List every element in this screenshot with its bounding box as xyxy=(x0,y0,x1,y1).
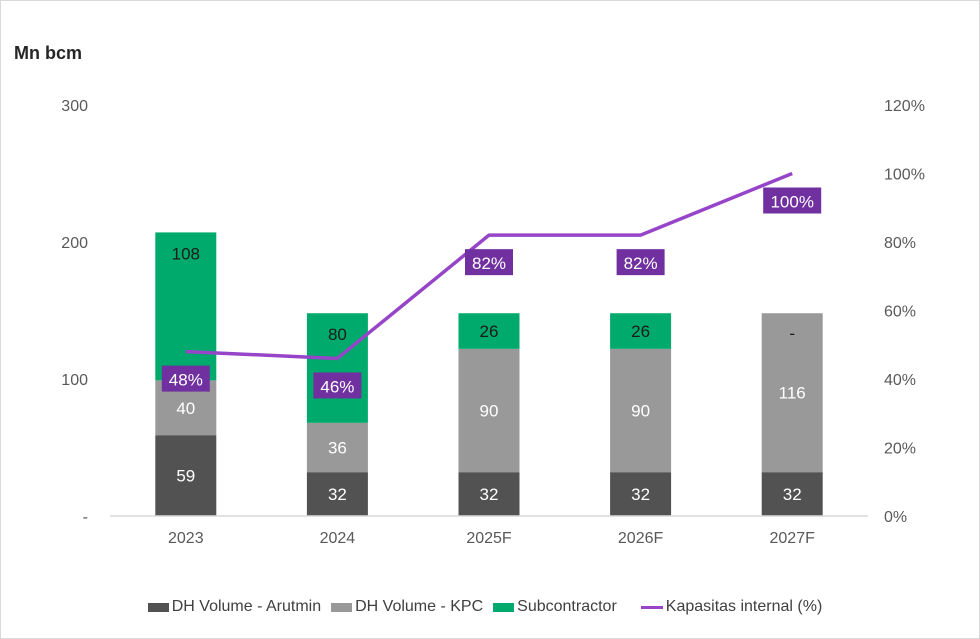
bar-data-label: 40 xyxy=(176,399,195,418)
bar-data-label: 59 xyxy=(176,467,195,486)
bar-data-label: 26 xyxy=(480,322,499,341)
bar-data-label: 116 xyxy=(779,384,806,403)
y-tick-label: 200 xyxy=(61,235,88,252)
line-data-label-box xyxy=(616,249,665,276)
y2-tick-label: 120% xyxy=(884,98,925,115)
bar-data-label: - xyxy=(789,324,795,343)
bar-data-label: 32 xyxy=(480,485,499,504)
legend-swatch-arutmin xyxy=(147,602,169,612)
legend-swatch-kapasitas xyxy=(640,605,663,609)
bar-segment xyxy=(761,472,823,516)
bar-data-label: 26 xyxy=(631,322,650,341)
legend-label-kpc: DH Volume - KPC xyxy=(355,598,484,615)
line-data-label: 100% xyxy=(770,193,813,212)
bar-segment xyxy=(155,435,217,516)
bar-segment xyxy=(306,422,368,473)
bar-segment xyxy=(458,313,520,349)
bar-segment xyxy=(610,348,672,473)
y2-tick-label: 40% xyxy=(884,372,916,389)
bar-segment xyxy=(761,313,823,473)
line-data-label: 82% xyxy=(624,254,658,273)
x-tick-label: 2025F xyxy=(466,530,512,547)
legend-swatch-kpc xyxy=(331,602,353,612)
line-data-label-box xyxy=(763,187,822,214)
line-data-label-box xyxy=(465,249,513,276)
y2-tick-label: 60% xyxy=(884,304,916,321)
legend-swatch-subcontractor xyxy=(493,602,515,612)
legend-label-kapasitas: Kapasitas internal (%) xyxy=(665,598,823,615)
bar-segment xyxy=(610,313,672,349)
y-tick-label: 100 xyxy=(61,372,88,389)
y-tick-label: 300 xyxy=(61,98,88,115)
line-data-label: 46% xyxy=(320,377,354,396)
y2-tick-label: 0% xyxy=(884,509,907,526)
y2-tick-label: 20% xyxy=(884,441,916,458)
bar-data-label: 90 xyxy=(480,402,499,421)
x-tick-label: 2024 xyxy=(320,530,356,547)
bar-segment xyxy=(610,472,672,516)
bar-data-label: 90 xyxy=(631,402,650,421)
legend-item-kapasitas: Kapasitas internal (%) xyxy=(627,598,823,616)
bar-segment xyxy=(155,232,217,381)
legend-label-arutmin: DH Volume - Arutmin xyxy=(171,598,322,615)
bar-data-label: 32 xyxy=(783,485,802,504)
y-tick-label: - xyxy=(83,509,88,526)
legend: DH Volume - Arutmin DH Volume - KPC Subc… xyxy=(0,598,980,616)
y2-tick-label: 100% xyxy=(884,167,925,184)
legend-label-subcontractor: Subcontractor xyxy=(517,598,617,615)
bar-data-label: 32 xyxy=(631,485,650,504)
x-tick-label: 2026F xyxy=(618,530,664,547)
line-data-label: 48% xyxy=(169,371,203,390)
legend-item-kpc: DH Volume - KPC xyxy=(331,598,483,616)
y2-tick-label: 80% xyxy=(884,235,916,252)
line-data-label-box xyxy=(313,372,362,399)
legend-item-arutmin: DH Volume - Arutmin xyxy=(147,598,322,616)
bar-data-label: 36 xyxy=(328,439,347,458)
bar-data-label: 80 xyxy=(328,325,347,344)
bar-segment xyxy=(458,472,520,516)
line-data-label-box xyxy=(161,365,210,392)
bar-segment xyxy=(306,313,368,423)
legend-item-subcontractor: Subcontractor xyxy=(493,598,617,616)
line-data-label: 82% xyxy=(472,254,506,273)
bar-segment xyxy=(458,348,520,473)
x-tick-label: 2023 xyxy=(168,530,204,547)
line-kapasitas xyxy=(185,171,793,361)
bar-data-label: 32 xyxy=(328,485,347,504)
bar-data-label: 108 xyxy=(172,244,200,263)
y-axis-unit-label: Mn bcm xyxy=(14,43,83,63)
bar-segment xyxy=(306,472,368,516)
x-tick-label: 2027F xyxy=(770,530,816,547)
